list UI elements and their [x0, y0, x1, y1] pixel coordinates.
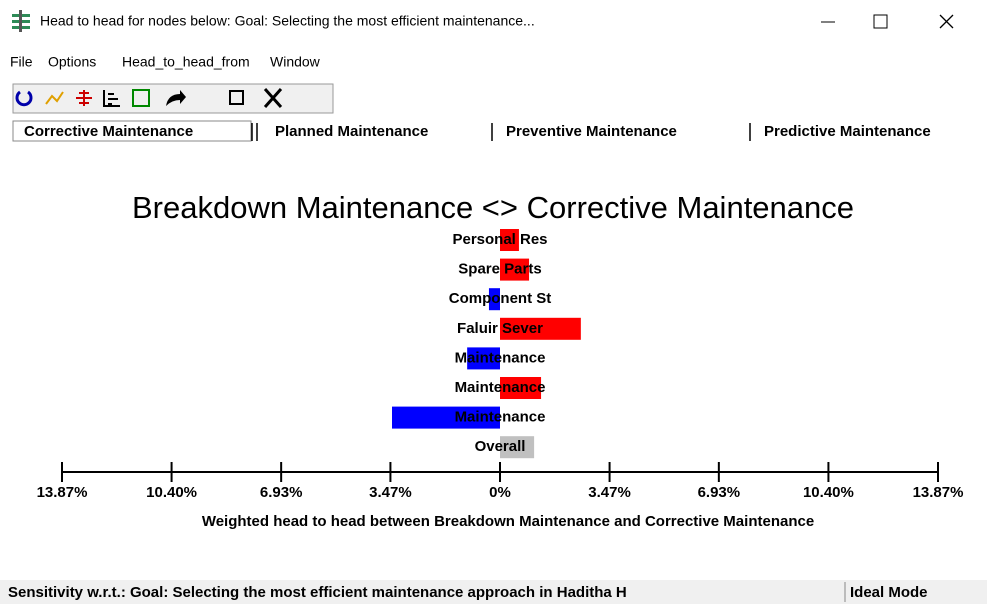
bar [467, 347, 500, 370]
category-label: Maintenance [455, 349, 546, 366]
x-tick-label: 6.93% [260, 484, 303, 501]
bar [500, 436, 535, 459]
menu-item[interactable]: Window [270, 54, 321, 70]
graph-icon[interactable] [45, 91, 64, 105]
chart: Breakdown Maintenance <> Corrective Main… [37, 190, 964, 530]
bar [500, 377, 542, 399]
arrow-icon[interactable] [166, 90, 186, 106]
menu-item[interactable]: File [10, 54, 33, 70]
copy-icon[interactable] [229, 90, 244, 105]
x-tick-label: 10.40% [146, 484, 197, 501]
selected-tab [12, 120, 252, 142]
tab-bar: Corrective Maintenance Planned Maintenanc… [12, 120, 931, 142]
status-mode: Ideal Mode [850, 584, 928, 601]
status-bar [0, 580, 987, 604]
bar [488, 288, 500, 311]
menu-bar: File Options Head_to_head_from Window [10, 54, 321, 70]
x-tick-label: 3.47% [369, 484, 412, 501]
tab[interactable]: Planned Maintenance [275, 123, 428, 140]
tab[interactable]: Predictive Maintenance [764, 123, 931, 140]
bar [500, 258, 530, 281]
x-tick-label: 10.40% [803, 484, 854, 501]
category-label: Faluir Sever [457, 320, 543, 337]
x-axis-label: Weighted head to head between Breakdown … [202, 513, 814, 530]
window-title: Head to head for nodes below: Goal: Sele… [40, 13, 535, 29]
category-label: Component St [449, 290, 552, 307]
toolbar [12, 83, 334, 114]
category-label: Personal Res [452, 231, 547, 248]
maximize-button[interactable] [873, 14, 888, 29]
bar [392, 406, 500, 429]
bar [500, 229, 519, 251]
tab[interactable]: Preventive Maintenance [506, 123, 677, 140]
menu-item[interactable]: Head_to_head_from [122, 54, 250, 70]
x-tick-label: 13.87% [913, 484, 964, 501]
chart-title: Breakdown Maintenance <> Corrective Main… [132, 190, 854, 225]
app-icon [12, 10, 30, 32]
x-tick-label: 6.93% [698, 484, 741, 501]
category-label: Maintenance [455, 409, 546, 426]
status-text: Sensitivity w.r.t.: Goal: Selecting the … [8, 584, 627, 601]
refresh-icon[interactable] [15, 90, 33, 107]
x-tick-label: 3.47% [588, 484, 631, 501]
category-label: Spare Parts [458, 261, 541, 278]
category-label: Maintenance [455, 379, 546, 396]
x-tick-label: 0% [489, 484, 511, 501]
gradient-icon[interactable] [76, 90, 92, 106]
bar [500, 317, 581, 340]
category-label: Overall [475, 438, 526, 455]
tab[interactable]: Corrective Maintenance [24, 123, 193, 140]
close-button[interactable] [939, 14, 954, 29]
menu-item[interactable]: Options [48, 54, 96, 70]
bar-icon[interactable] [103, 90, 120, 107]
close-tool-icon[interactable] [263, 88, 283, 108]
grid-icon[interactable] [132, 89, 150, 107]
x-tick-label: 13.87% [37, 484, 88, 501]
